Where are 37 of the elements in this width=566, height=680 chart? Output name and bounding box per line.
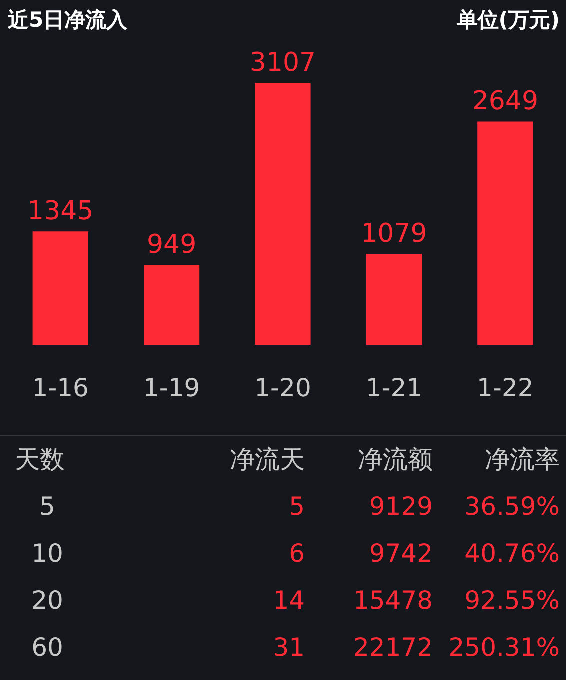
x-tick-label: 1-21 <box>366 374 423 402</box>
text: 6 <box>289 539 305 568</box>
data-label: 949 <box>146 230 197 260</box>
text: 9742 <box>369 539 433 568</box>
data-label: 1345 <box>28 196 94 226</box>
chart-subtitle: 单位(万元) <box>456 7 560 34</box>
data-label: 3107 <box>250 48 316 78</box>
category-label: 净流天 <box>229 444 305 476</box>
text: 60 <box>32 633 64 662</box>
text: 5 <box>40 492 56 521</box>
text: 14 <box>273 586 305 615</box>
bar <box>144 265 200 345</box>
text: 31 <box>273 633 305 662</box>
x-tick-label: 1-16 <box>32 374 89 402</box>
data-label: 2649 <box>472 86 538 116</box>
bar <box>32 232 88 345</box>
category-label: 天数 <box>14 444 66 476</box>
text: 9129 <box>369 492 433 521</box>
text: 36.59% <box>464 492 560 521</box>
bar <box>478 122 534 345</box>
bar <box>255 83 311 345</box>
x-tick-label: 1-20 <box>254 374 312 402</box>
category-label: 净流额 <box>357 444 433 476</box>
text: 10 <box>32 539 64 568</box>
text: 15478 <box>353 586 433 615</box>
text: 20 <box>32 586 64 615</box>
data-label: 1079 <box>361 218 428 249</box>
chart-title: 近5日净流入 <box>8 7 128 34</box>
text: 40.76% <box>464 539 560 568</box>
x-tick-label: 1-19 <box>143 374 200 402</box>
text: 22172 <box>353 633 433 662</box>
x-tick-label: 1-22 <box>477 374 534 402</box>
text: 250.31% <box>448 633 560 662</box>
text: 92.55% <box>464 586 560 615</box>
bar <box>366 254 422 345</box>
category-label: 净流率 <box>484 444 560 476</box>
text: 5 <box>289 492 305 521</box>
